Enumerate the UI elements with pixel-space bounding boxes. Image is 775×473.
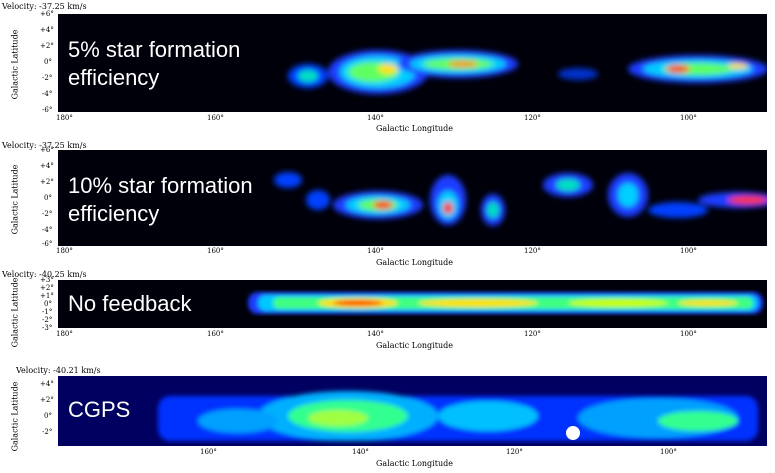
y-tick: -2°	[42, 428, 53, 436]
y-tick: -2°	[42, 74, 53, 82]
y-tick: +6°	[40, 146, 54, 154]
x-tick: 100°	[660, 448, 677, 456]
x-axis-label: Galactic Longitude	[376, 124, 453, 133]
x-tick: 100°	[680, 247, 697, 255]
x-tick: 120°	[524, 247, 541, 255]
x-tick: 180°	[56, 330, 73, 338]
overlay-title: CGPS	[68, 396, 130, 424]
x-tick: 160°	[200, 448, 217, 456]
x-tick: 140°	[367, 330, 384, 338]
y-tick: +2°	[40, 42, 54, 50]
y-tick: +3°	[40, 276, 54, 284]
map-no-feedback	[58, 280, 767, 328]
overlay-line: No feedback	[68, 291, 192, 316]
y-tick: -6°	[42, 240, 53, 248]
y-tick: +4°	[40, 380, 54, 388]
x-tick: 140°	[352, 448, 369, 456]
x-tick: 120°	[506, 448, 523, 456]
y-tick: 0°	[44, 412, 52, 420]
overlay-line: 10% star formation	[68, 173, 253, 198]
y-tick: -1°	[42, 308, 53, 316]
overlay-line: CGPS	[68, 397, 131, 422]
y-tick: -4°	[42, 226, 53, 234]
overlay-title: 5% star formation efficiency	[68, 36, 240, 92]
y-tick: +4°	[40, 162, 54, 170]
y-tick: 0°	[44, 58, 52, 66]
y-tick: -2°	[42, 210, 53, 218]
x-tick: 120°	[524, 330, 541, 338]
y-axis-label: Galactic Latitude	[10, 164, 20, 235]
overlay-title: 10% star formation efficiency	[68, 172, 253, 228]
x-tick: 180°	[56, 247, 73, 255]
map-10pct	[58, 150, 767, 246]
y-tick: +4°	[40, 26, 54, 34]
x-tick: 160°	[207, 330, 224, 338]
overlay-line: efficiency	[68, 65, 160, 90]
velocity-label: Velocity: -40.21 km/s	[16, 366, 101, 375]
velocity-label: Velocity: -40.25 km/s	[2, 270, 87, 279]
velocity-label: Velocity: -37.25 km/s	[2, 141, 87, 150]
y-axis-label: Galactic Latitude	[10, 277, 20, 348]
x-tick: 160°	[207, 247, 224, 255]
x-tick: 100°	[680, 114, 697, 122]
y-tick: -2°	[42, 316, 53, 324]
y-tick: +6°	[40, 10, 54, 18]
map-5pct	[58, 14, 767, 112]
overlay-line: 5% star formation	[68, 37, 241, 62]
overlay-line: efficiency	[68, 201, 160, 226]
y-axis-label: Galactic Latitude	[10, 29, 20, 100]
x-tick: 120°	[524, 114, 541, 122]
y-tick: -6°	[42, 106, 53, 114]
x-tick: 160°	[207, 114, 224, 122]
y-tick: +2°	[40, 284, 54, 292]
x-tick: 180°	[56, 114, 73, 122]
x-axis-label: Galactic Longitude	[376, 258, 453, 267]
y-axis-label: Galactic Latitude	[10, 381, 20, 452]
x-axis-label: Galactic Longitude	[376, 341, 453, 350]
overlay-title: No feedback	[68, 290, 192, 318]
velocity-label: Velocity: -37.25 km/s	[2, 2, 87, 11]
y-tick: +2°	[40, 396, 54, 404]
x-axis-label: Galactic Longitude	[376, 459, 453, 468]
y-tick: 0°	[44, 194, 52, 202]
x-tick: 140°	[367, 247, 384, 255]
x-tick: 140°	[367, 114, 384, 122]
y-tick: -3°	[42, 324, 53, 332]
x-tick: 100°	[680, 330, 697, 338]
y-tick: 0°	[44, 300, 52, 308]
y-tick: +2°	[40, 178, 54, 186]
map-cgps	[58, 376, 767, 446]
y-tick: +1°	[40, 292, 54, 300]
y-tick: -4°	[42, 90, 53, 98]
